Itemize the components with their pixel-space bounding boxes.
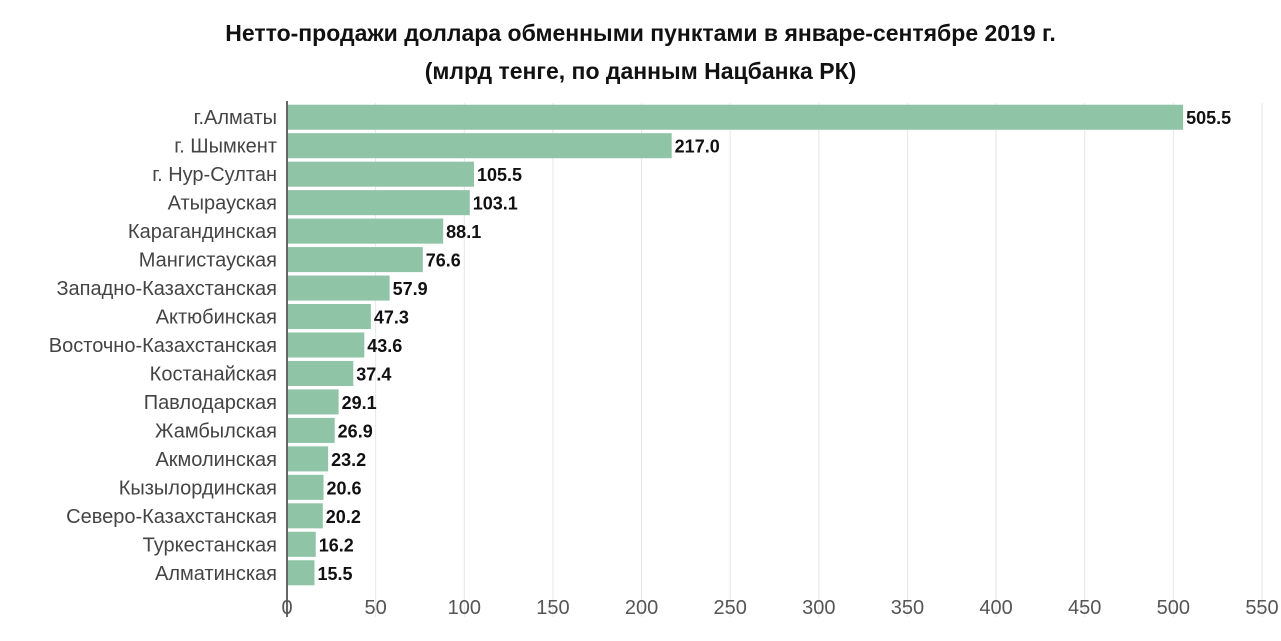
bar — [288, 503, 323, 529]
bar — [288, 304, 371, 330]
chart-subtitle: (млрд тенге, по данным Нацбанка РК) — [424, 58, 857, 84]
x-tick-label: 50 — [365, 597, 387, 619]
data-label: 47.3 — [374, 308, 409, 328]
category-label: г. Шымкент — [174, 136, 277, 158]
bar — [288, 389, 339, 415]
x-tick-label: 200 — [625, 597, 658, 619]
data-label: 105.5 — [477, 165, 522, 185]
bar — [288, 332, 365, 358]
x-tick-label: 150 — [536, 597, 569, 619]
x-tick-label: 450 — [1068, 597, 1101, 619]
labels: 0 50 100 150 200 250 300 350 400 450 500 550 г.Алмат… — [49, 107, 1279, 619]
data-label: 20.2 — [326, 507, 361, 527]
data-label: 57.9 — [393, 279, 428, 299]
category-label: Западно-Казахстанская — [56, 278, 277, 300]
data-label: 103.1 — [473, 194, 518, 214]
x-tick-label: 300 — [802, 597, 835, 619]
category-label: Северо-Казахстанская — [66, 506, 277, 528]
data-label: 20.6 — [327, 478, 362, 498]
category-label: Восточно-Казахстанская — [49, 335, 277, 357]
bar — [288, 161, 475, 187]
category-label: Мангистауская — [139, 250, 277, 272]
data-label: 15.5 — [317, 564, 352, 584]
x-tick-label: 550 — [1245, 597, 1278, 619]
bar — [288, 247, 423, 273]
data-label: 76.6 — [426, 251, 461, 271]
category-label: Кызылординская — [119, 477, 277, 499]
x-tick-label: 400 — [979, 597, 1012, 619]
x-tick-label: 350 — [891, 597, 924, 619]
bar — [288, 474, 324, 500]
grid-lines — [375, 103, 1263, 617]
bar — [288, 560, 315, 586]
category-label: Алматинская — [155, 563, 277, 585]
bar — [288, 133, 672, 159]
data-label: 88.1 — [446, 222, 481, 242]
data-label: 29.1 — [342, 393, 377, 413]
bar — [288, 531, 316, 557]
bar — [288, 446, 329, 472]
data-label: 505.5 — [1186, 108, 1231, 128]
x-tick-label: 100 — [448, 597, 481, 619]
data-label: 43.6 — [367, 336, 402, 356]
bars — [288, 104, 1184, 586]
data-label: 26.9 — [338, 421, 373, 441]
category-label: Павлодарская — [144, 392, 277, 414]
category-label: Карагандинская — [128, 221, 277, 243]
bar — [288, 360, 354, 386]
chart-title: Нетто-продажи доллара обменными пунктами… — [225, 20, 1056, 46]
bar — [288, 104, 1184, 130]
x-tick-label: 250 — [713, 597, 746, 619]
bar — [288, 275, 390, 301]
data-label: 23.2 — [331, 450, 366, 470]
category-label: г. Нур-Султан — [152, 164, 277, 186]
bar — [288, 190, 470, 216]
bar — [288, 417, 335, 443]
category-label: Жамбылская — [155, 420, 277, 442]
data-label: 37.4 — [356, 364, 391, 384]
category-label: Акмолинская — [155, 449, 277, 471]
category-label: Туркестанская — [143, 534, 277, 556]
category-label: Костанайская — [150, 363, 277, 385]
category-label: Актюбинская — [156, 307, 277, 329]
category-label: г.Алматы — [194, 107, 277, 129]
category-label: Атырауская — [168, 193, 277, 215]
data-label: 217.0 — [675, 137, 720, 157]
x-tick-label: 0 — [281, 597, 292, 619]
data-label: 16.2 — [319, 535, 354, 555]
bar — [288, 218, 444, 244]
x-tick-label: 500 — [1157, 597, 1190, 619]
